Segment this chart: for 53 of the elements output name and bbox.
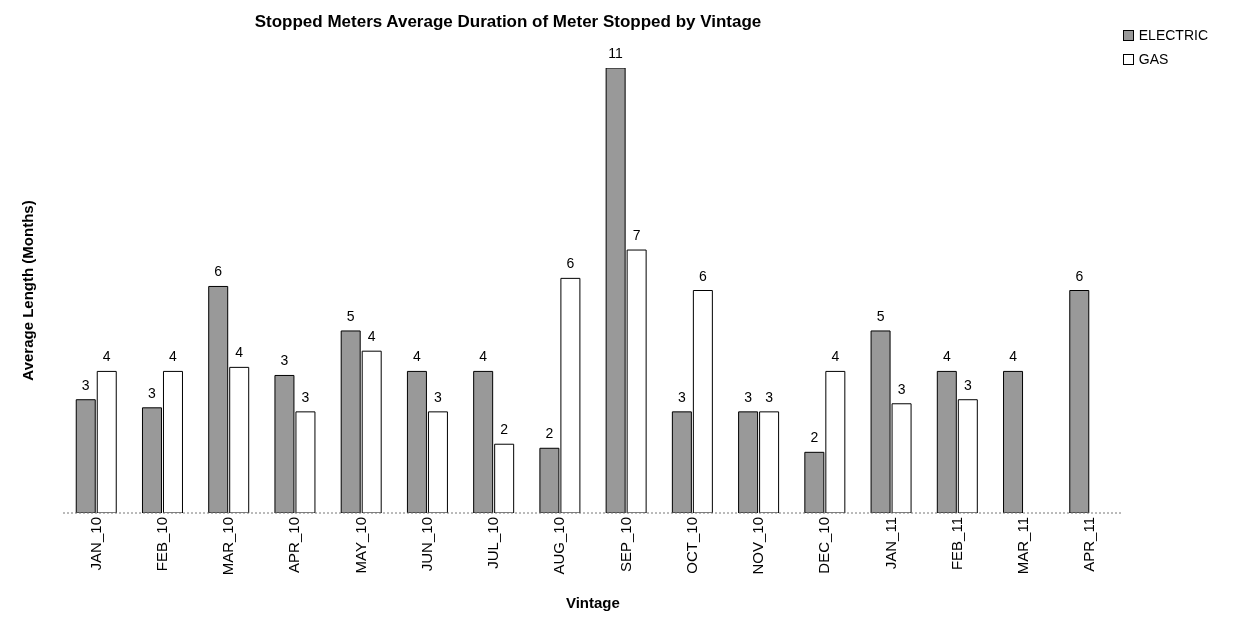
data-label: 5 <box>876 307 885 324</box>
x-tick-label: JUL_10 <box>484 517 502 569</box>
x-tick-label: JUN_10 <box>417 517 435 572</box>
x-tick-label: NOV_10 <box>749 517 767 575</box>
x-tick-label: FEB_10 <box>153 517 170 572</box>
data-label: 3 <box>677 388 686 405</box>
data-label: 6 <box>1075 267 1084 284</box>
data-label: 3 <box>897 380 906 397</box>
x-tick-label: JAN_11 <box>881 517 899 570</box>
data-label: 3 <box>765 388 774 405</box>
x-tick-label: SEP_10 <box>616 517 634 573</box>
data-label: 2 <box>810 429 819 446</box>
x-tick-label: DEC_10 <box>815 517 833 574</box>
data-label: 4 <box>1009 348 1018 365</box>
data-label: 3 <box>744 388 753 405</box>
data-label: 4 <box>235 344 244 361</box>
x-tick-label: AUG_10 <box>550 517 568 575</box>
data-label: 4 <box>479 348 488 365</box>
legend-label: GAS <box>1138 50 1169 69</box>
x-tick-label: MAY_10 <box>351 517 369 574</box>
data-label: 5 <box>346 307 355 324</box>
x-tick-label: MAR_10 <box>219 517 237 576</box>
data-label: 4 <box>942 348 951 365</box>
bar <box>1069 290 1090 513</box>
data-label: 4 <box>367 328 376 345</box>
data-label: 3 <box>301 388 310 405</box>
data-label: 7 <box>632 227 641 244</box>
x-tick-label: JAN_10 <box>86 517 104 571</box>
legend-label: ELECTRIC <box>1138 26 1208 45</box>
x-tick-label: APR_11 <box>1080 517 1098 572</box>
data-label: 2 <box>500 421 509 438</box>
data-label: 6 <box>214 263 223 280</box>
y-axis-title: Average Length (Months) <box>19 200 37 381</box>
data-label: 6 <box>698 267 707 284</box>
data-label: 6 <box>566 255 575 272</box>
x-tick-label: APR_10 <box>285 517 303 573</box>
data-label: 4 <box>831 348 840 365</box>
bar <box>1003 370 1024 513</box>
data-label: 3 <box>963 376 972 393</box>
data-label: 3 <box>81 376 90 393</box>
data-label: 2 <box>545 425 554 442</box>
data-label: 4 <box>413 348 422 365</box>
data-label: 3 <box>434 388 443 405</box>
x-tick-label: OCT_10 <box>682 517 700 574</box>
data-label: 11 <box>608 45 624 61</box>
chart-title: Stopped Meters Average Duration of Meter Stopped by Vintage <box>253 12 763 32</box>
data-label: 4 <box>102 348 111 365</box>
x-axis-title: Vintage <box>565 594 620 611</box>
x-tick-label: FEB_11 <box>947 517 965 571</box>
x-tick-label: MAR_11 <box>1014 517 1032 575</box>
data-label: 3 <box>148 384 157 401</box>
data-label: 4 <box>169 348 178 365</box>
data-label: 3 <box>280 352 289 369</box>
